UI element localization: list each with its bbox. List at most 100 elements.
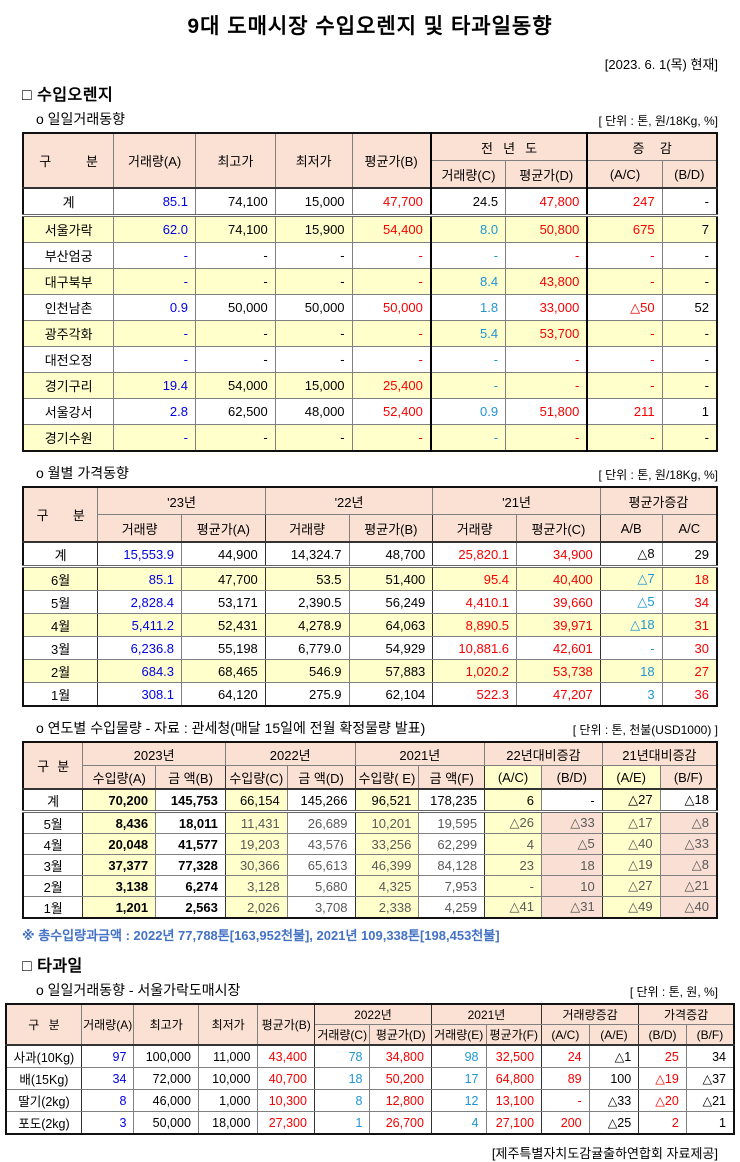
subsection-row-monthly: o 월별 가격동향 [ 단위 : 톤, 원/18Kg, %] xyxy=(22,463,718,483)
value-cell: 74,100 xyxy=(195,215,276,243)
value-cell: 7,953 xyxy=(418,875,486,897)
value-cell: 3 xyxy=(80,1111,135,1135)
value-cell: △33 xyxy=(540,811,603,834)
value-cell: 15,553.9 xyxy=(97,541,183,568)
value-cell: 62,500 xyxy=(195,398,276,425)
value-cell: △49 xyxy=(601,896,661,919)
value-cell: 8,890.5 xyxy=(432,613,518,637)
value-cell: 1,020.2 xyxy=(432,659,518,683)
value-cell: - xyxy=(195,320,276,347)
value-cell: 2 xyxy=(638,1111,687,1135)
value-cell: 15,000 xyxy=(274,187,353,217)
value-cell: 64,063 xyxy=(348,613,434,637)
table-row: 4월 20,048 41,577 19,203 43,576 33,256 62,299 4 △… xyxy=(22,833,718,855)
table-row: 4월 5,411.2 52,431 4,278.9 64,063 8,890.5 39,97… xyxy=(22,613,718,637)
unit-label-other-daily: [ 단위 : 톤, 원, %] xyxy=(629,985,718,999)
value-cell: △33 xyxy=(588,1089,640,1112)
other-fruit-daily-table: 구 분 거래량(A) 최고가 최저가 평균가(B) 2022년 2021년 거래량증감 가격증감… xyxy=(5,1003,735,1135)
column-header: 금 액(F) xyxy=(418,765,486,790)
value-cell: 17 xyxy=(430,1067,487,1090)
value-cell: 52,431 xyxy=(181,613,266,637)
value-cell: 56,249 xyxy=(348,590,434,614)
value-cell: 57,883 xyxy=(348,659,434,683)
row-label: 대전오정 xyxy=(22,346,115,373)
value-cell: 84,128 xyxy=(418,854,486,876)
value-cell: 2,563 xyxy=(155,896,226,919)
value-cell: - xyxy=(484,875,542,897)
value-cell: - xyxy=(586,346,663,373)
value-cell: - xyxy=(661,372,718,399)
row-label: 경기수원 xyxy=(22,424,115,452)
value-cell: 1,000 xyxy=(197,1089,259,1112)
value-cell: 6,779.0 xyxy=(264,636,350,660)
column-header: 22년대비증감 xyxy=(484,741,603,766)
column-header: 21년대비증감 xyxy=(601,741,718,766)
table-row: 인천남촌 0.9 50,000 50,000 50,000 1.8 33,000 △50 52 xyxy=(22,294,718,321)
value-cell: - xyxy=(113,424,196,452)
value-cell: △40 xyxy=(601,833,661,855)
value-cell: 50,000 xyxy=(351,294,432,321)
value-cell: 47,800 xyxy=(505,187,589,217)
unit-label-daily: [ 단위 : 톤, 원/18Kg, %] xyxy=(598,114,718,128)
row-label: 5월 xyxy=(22,811,84,834)
table-row: 1월 308.1 64,120 275.9 62,104 522.3 47,207 3 36 xyxy=(22,682,718,707)
value-cell: 1 xyxy=(685,1111,735,1135)
value-cell: 47,207 xyxy=(516,682,601,707)
value-cell: 4 xyxy=(484,833,542,855)
column-header: 평균가(C) xyxy=(516,514,601,543)
value-cell: 29 xyxy=(661,541,718,568)
table-row: 계 15,553.9 44,900 14,324.7 48,700 25,820.1 34,… xyxy=(22,541,718,568)
value-cell: 55,198 xyxy=(181,636,266,660)
value-cell: 3,708 xyxy=(286,896,356,919)
column-header: 거래량(C) xyxy=(313,1024,371,1046)
value-cell: 62,104 xyxy=(348,682,434,707)
value-cell: 72,000 xyxy=(133,1067,199,1090)
value-cell: 200 xyxy=(541,1111,590,1135)
value-cell: - xyxy=(430,242,507,269)
column-header: (A/E) xyxy=(588,1024,640,1046)
column-header: 구 분 xyxy=(22,132,115,189)
column-header: 2022년 xyxy=(224,741,356,766)
column-header: 최고가 xyxy=(133,1003,199,1046)
value-cell: - xyxy=(430,424,507,452)
column-header: 2022년 xyxy=(313,1003,432,1025)
value-cell: 70,200 xyxy=(82,788,157,813)
value-cell: 27,300 xyxy=(257,1111,315,1135)
value-cell: 34,800 xyxy=(369,1044,432,1068)
value-cell: 6,236.8 xyxy=(97,636,183,660)
column-header: '23년 xyxy=(97,486,266,515)
value-cell: 46,399 xyxy=(354,854,420,876)
value-cell: 2,828.4 xyxy=(97,590,183,614)
value-cell: 145,266 xyxy=(286,788,356,813)
value-cell: 51,800 xyxy=(505,398,589,425)
value-cell: 27,100 xyxy=(485,1111,543,1135)
column-header: '22년 xyxy=(264,486,434,515)
monthly-price-table: 구 분 '23년 '22년 '21년 평균가증감 거래량 평균가(A) 거래량 평균가(B) 거래… xyxy=(22,486,718,707)
column-header: (B/D) xyxy=(638,1024,687,1046)
value-cell: 11,000 xyxy=(197,1044,259,1068)
row-label: 2월 xyxy=(22,875,84,897)
unit-label-yearly: [ 단위 : 톤, 천불(USD1000) ] xyxy=(572,723,718,737)
import-total-footnote: ※ 총수입량과금액 : 2022년 77,788톤[163,952천불], 20… xyxy=(22,928,500,943)
column-header: 평균가(A) xyxy=(181,514,266,543)
value-cell: △33 xyxy=(659,833,718,855)
column-header: (B/F) xyxy=(659,765,718,790)
value-cell: △21 xyxy=(685,1089,735,1112)
value-cell: 34 xyxy=(661,590,718,614)
value-cell: 50,800 xyxy=(505,215,589,243)
value-cell: 53,700 xyxy=(505,320,589,347)
table-row: 배(15Kg) 34 72,000 10,000 40,700 18 50,200 17 64,… xyxy=(5,1067,735,1090)
value-cell: 54,929 xyxy=(348,636,434,660)
value-cell: 30 xyxy=(661,636,718,660)
row-label: 서울강서 xyxy=(22,398,115,425)
value-cell: - xyxy=(586,372,663,399)
value-cell: 2,338 xyxy=(354,896,420,919)
value-cell: △40 xyxy=(659,896,718,919)
value-cell: - xyxy=(113,320,196,347)
column-header: 최저가 xyxy=(197,1003,259,1046)
value-cell: 77,328 xyxy=(155,854,226,876)
column-header: 거래량(A) xyxy=(113,132,196,189)
value-cell: 0.9 xyxy=(113,294,196,321)
column-header: (A/C) xyxy=(586,160,663,189)
value-cell: 1 xyxy=(661,398,718,425)
